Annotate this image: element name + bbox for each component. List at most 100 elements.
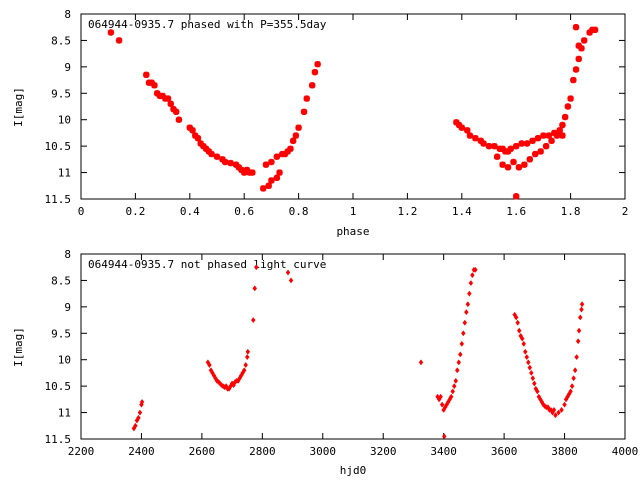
data-point	[453, 119, 460, 126]
data-point	[472, 135, 479, 142]
x-tick-label: 0.2	[125, 205, 145, 218]
data-point	[245, 348, 251, 355]
data-point	[548, 137, 555, 145]
data-point	[561, 113, 569, 121]
data-point	[513, 142, 520, 150]
chart-title: 064944-0935.7 not phased light curve	[88, 258, 326, 271]
data-point	[192, 132, 199, 139]
y-tick-label: 9.5	[51, 327, 71, 340]
data-point	[238, 166, 245, 174]
data-point	[205, 148, 213, 155]
x-tick-label: 3800	[551, 445, 578, 458]
data-point	[477, 137, 485, 145]
data-point	[526, 156, 533, 163]
data-point	[532, 150, 539, 158]
data-point	[459, 340, 465, 347]
data-point	[568, 388, 573, 395]
data-point	[519, 335, 525, 342]
y-axis-label: I[mag]	[12, 327, 25, 367]
data-point	[241, 169, 248, 176]
x-tick-label: 0.8	[289, 205, 309, 218]
data-point	[576, 327, 582, 334]
data-point	[465, 301, 471, 308]
data-point	[159, 92, 166, 100]
data-point	[143, 71, 150, 78]
chart-title: 064944-0935.7 phased with P=355.5day	[88, 18, 327, 31]
data-point	[556, 409, 561, 416]
data-point	[235, 164, 242, 171]
y-tick-label: 8.5	[51, 34, 71, 47]
data-point	[232, 161, 240, 168]
data-point	[581, 37, 588, 44]
data-point	[260, 185, 267, 192]
data-point	[173, 108, 180, 115]
data-point	[208, 150, 215, 158]
data-point	[499, 145, 506, 152]
data-point	[526, 359, 531, 366]
data-point	[175, 116, 183, 123]
data-point	[559, 406, 564, 413]
data-point	[249, 169, 256, 176]
data-point	[542, 142, 550, 150]
data-point	[197, 140, 204, 147]
data-point	[518, 140, 525, 147]
x-tick-label: 2800	[249, 445, 276, 458]
data-point	[559, 121, 566, 129]
y-tick-label: 10.5	[45, 140, 72, 153]
x-tick-label: 3600	[491, 445, 518, 458]
data-point	[464, 309, 469, 316]
data-point	[575, 55, 582, 63]
data-point	[507, 145, 514, 152]
data-point	[281, 150, 289, 158]
x-tick-label: 1.6	[506, 205, 526, 218]
data-point	[491, 142, 498, 150]
data-point	[167, 100, 174, 108]
plot-frame	[80, 253, 626, 440]
data-point	[516, 327, 522, 334]
y-tick-label: 10	[58, 354, 71, 367]
data-point	[578, 314, 583, 321]
data-point	[451, 383, 457, 390]
data-point	[458, 351, 463, 358]
chart-panel-phased: 0 0.2 0.4 0.6 0.8 1 1.2 1.4 1.6 1.8 2 8 8.5 9 9.5 10 10.…	[12, 8, 628, 238]
data-point	[564, 103, 572, 110]
data-point	[107, 29, 115, 36]
x-tick-label: 4000	[612, 445, 639, 458]
data-point	[221, 158, 229, 166]
x-tick-label: 0	[78, 205, 85, 218]
x-tick-label: 2	[622, 205, 629, 218]
x-tick-label: 3400	[430, 445, 457, 458]
data-point	[314, 61, 321, 68]
x-tick-label: 1.8	[561, 205, 581, 218]
x-tick-label: 1.4	[452, 205, 472, 218]
data-point	[243, 166, 251, 174]
data-point	[219, 156, 226, 163]
data-point	[148, 79, 155, 86]
data-point	[499, 161, 506, 168]
data-point	[571, 375, 576, 382]
data-point	[455, 121, 463, 129]
data-point	[458, 124, 465, 131]
data-point	[579, 301, 585, 308]
data-point	[273, 174, 281, 182]
data-point	[575, 338, 581, 345]
data-point	[510, 158, 517, 166]
data-point	[439, 401, 445, 408]
data-point	[139, 398, 145, 406]
data-point	[268, 177, 275, 184]
data-point	[133, 422, 138, 429]
data-point	[521, 340, 527, 347]
x-axis-label: hjd0	[340, 464, 367, 477]
data-point	[115, 37, 123, 44]
data-point	[579, 306, 584, 313]
data-point	[213, 153, 221, 160]
plot-frame	[80, 13, 626, 200]
data-point	[523, 348, 528, 355]
y-tick-label: 8.5	[51, 274, 71, 287]
data-point	[289, 137, 297, 145]
data-point	[438, 393, 443, 400]
data-point	[243, 361, 248, 369]
y-tick-label: 11	[58, 167, 71, 180]
data-point	[535, 388, 540, 395]
x-tick-label: 0.6	[234, 205, 254, 218]
